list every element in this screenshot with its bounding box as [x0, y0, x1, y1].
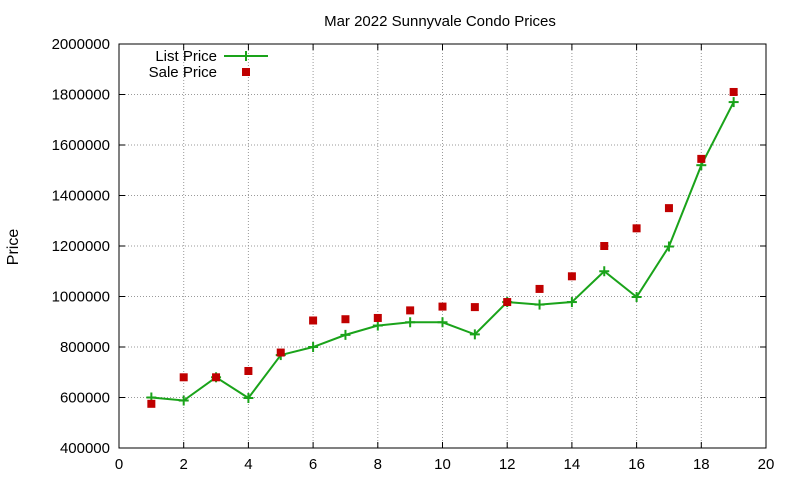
data-point-square: [697, 154, 706, 163]
data-point-square: [212, 373, 221, 382]
x-tick-label: 8: [374, 456, 382, 473]
data-point-square: [309, 316, 318, 325]
data-point-plus: [469, 329, 480, 340]
data-point-plus: [631, 292, 642, 303]
series-sale-price: [147, 87, 738, 408]
data-point-plus: [340, 329, 351, 340]
y-tick-label: 1800000: [52, 87, 110, 104]
data-point-plus: [534, 299, 545, 310]
data-point-square: [438, 302, 447, 311]
x-tick-label: 16: [628, 456, 645, 473]
data-point-plus: [372, 320, 383, 331]
data-point-square: [373, 313, 382, 322]
data-point-plus: [308, 342, 319, 352]
data-point-square: [632, 224, 641, 233]
data-point-square: [567, 272, 576, 281]
data-point-plus: [437, 317, 448, 328]
data-point-plus: [243, 393, 254, 404]
data-point-plus: [566, 297, 577, 308]
y-tick-label: 600000: [60, 390, 110, 407]
axis-ticks: 0 2 4 6 8 10 12 14 16 18 20 400000 600000 800000 10000…: [52, 36, 775, 473]
y-tick-label: 800000: [60, 339, 110, 356]
x-tick-label: 10: [434, 456, 451, 473]
x-tick-label: 2: [180, 456, 188, 473]
y-tick-label: 2000000: [52, 36, 110, 53]
legend-marker-plus: [241, 51, 251, 61]
x-tick-label: 6: [309, 456, 317, 473]
data-point-plus: [178, 395, 189, 406]
series-layer: [146, 87, 739, 408]
data-point-square: [341, 315, 350, 324]
y-tick-label: 1200000: [52, 238, 110, 255]
data-point-square: [600, 242, 609, 250]
data-point-square: [664, 204, 673, 213]
legend-marker-square: [242, 68, 250, 76]
data-point-square: [535, 284, 544, 293]
y-axis-label: Price: [5, 229, 22, 266]
y-tick-label: 400000: [60, 440, 110, 457]
data-point-plus: [663, 241, 674, 252]
x-tick-label: 0: [115, 456, 123, 473]
data-point-square: [179, 373, 188, 382]
x-tick-label: 4: [244, 456, 252, 473]
data-point-square: [470, 303, 479, 312]
data-point-square: [729, 87, 738, 96]
data-point-square: [244, 366, 253, 375]
data-point-square: [503, 298, 512, 307]
data-point-plus: [728, 97, 739, 108]
data-point-plus: [405, 317, 416, 328]
y-tick-label: 1000000: [52, 289, 110, 306]
data-point-square: [276, 348, 285, 357]
x-tick-label: 12: [499, 456, 516, 473]
data-point-plus: [599, 266, 610, 277]
x-tick-label: 20: [758, 456, 775, 473]
y-tick-label: 1400000: [52, 188, 110, 205]
data-point-square: [406, 306, 415, 315]
y-tick-label: 1600000: [52, 137, 110, 154]
legend-label: Sale Price: [149, 64, 217, 81]
x-tick-label: 14: [564, 456, 581, 473]
x-tick-label: 18: [693, 456, 710, 473]
grid-lines: [119, 44, 766, 448]
chart-title: Mar 2022 Sunnyvale Condo Prices: [324, 13, 556, 30]
legend-label: List Price: [155, 48, 217, 65]
data-point-square: [147, 399, 156, 408]
